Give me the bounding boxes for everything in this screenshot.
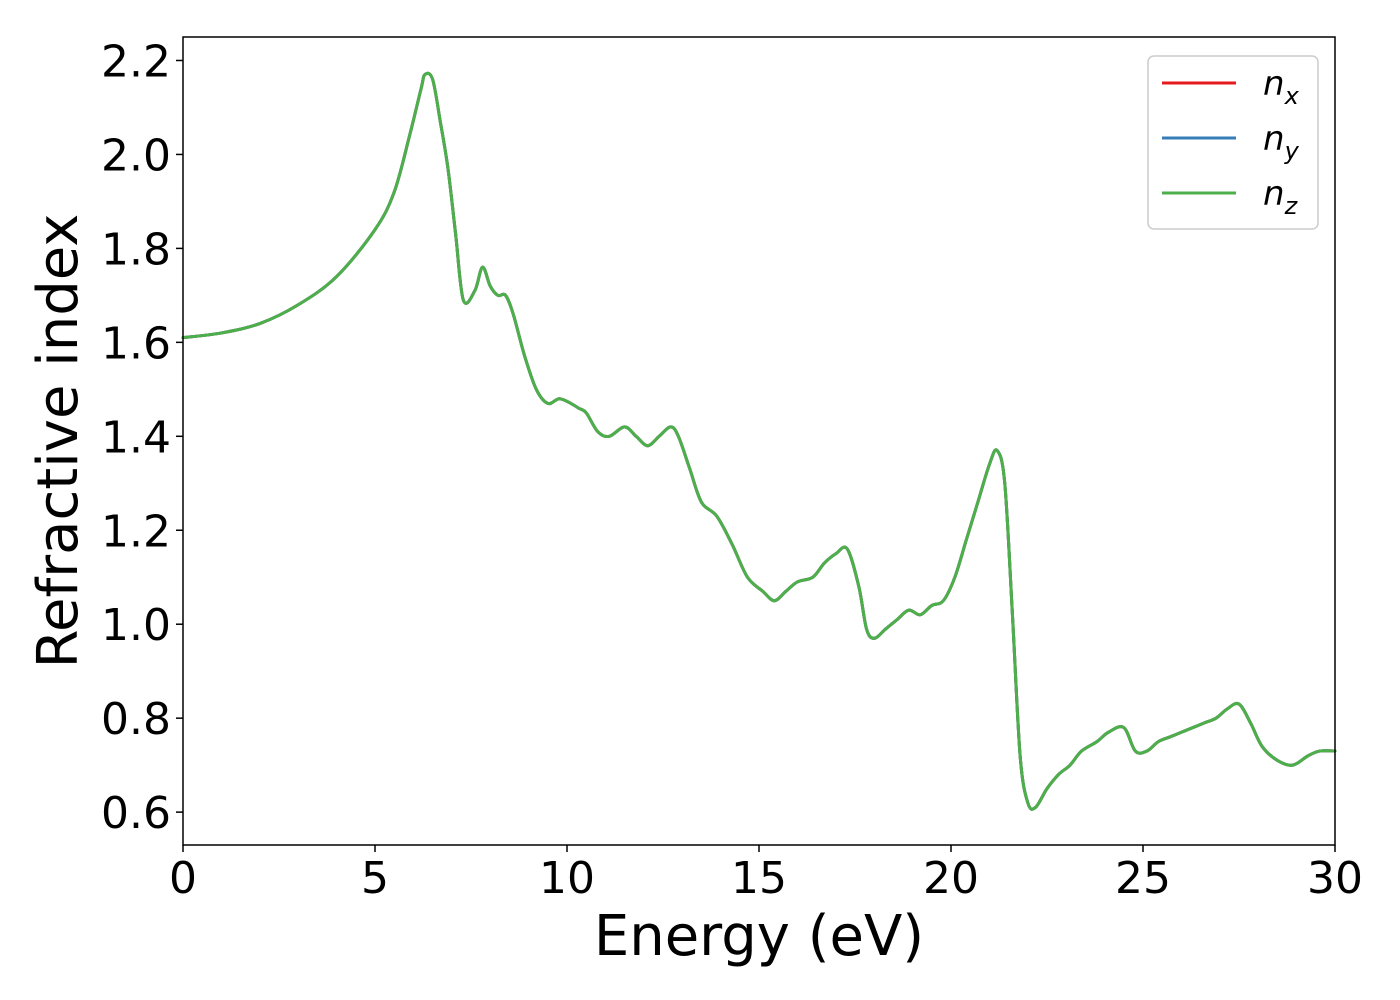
y-axis-label: Refractive index — [26, 214, 91, 669]
legend-subscript: y — [1284, 137, 1300, 165]
y-tick-label: 1.8 — [101, 224, 171, 275]
legend-frame — [1147, 55, 1319, 230]
y-tick-label: 2.2 — [101, 36, 171, 87]
y-tick-label: 0.8 — [101, 694, 171, 745]
legend-subscript: z — [1284, 192, 1299, 220]
x-tick-label: 20 — [923, 853, 979, 904]
y-tick-label: 1.4 — [101, 412, 171, 463]
y-tick-label: 1.6 — [101, 318, 171, 369]
x-tick-label: 30 — [1307, 853, 1363, 904]
y-tick-label: 2.0 — [101, 130, 171, 181]
y-tick-label: 0.6 — [101, 788, 171, 839]
x-tick-label: 15 — [731, 853, 787, 904]
x-axis-ticks: 0 5 10 15 20 25 30 — [169, 845, 1363, 904]
y-axis-ticks: 0.6 0.8 1.0 1.2 1.4 1.6 1.8 2.0 2.2 — [101, 36, 183, 839]
x-tick-label: 5 — [361, 853, 389, 904]
y-tick-label: 1.2 — [101, 506, 171, 557]
x-axis-label: Energy (eV) — [594, 904, 924, 969]
x-tick-label: 10 — [539, 853, 595, 904]
series-layer — [181, 71, 1337, 811]
x-tick-label: 0 — [169, 853, 197, 904]
series-line-nz — [181, 71, 1337, 811]
y-tick-label: 1.0 — [101, 600, 171, 651]
legend-subscript: x — [1284, 82, 1300, 110]
x-tick-label: 25 — [1115, 853, 1171, 904]
